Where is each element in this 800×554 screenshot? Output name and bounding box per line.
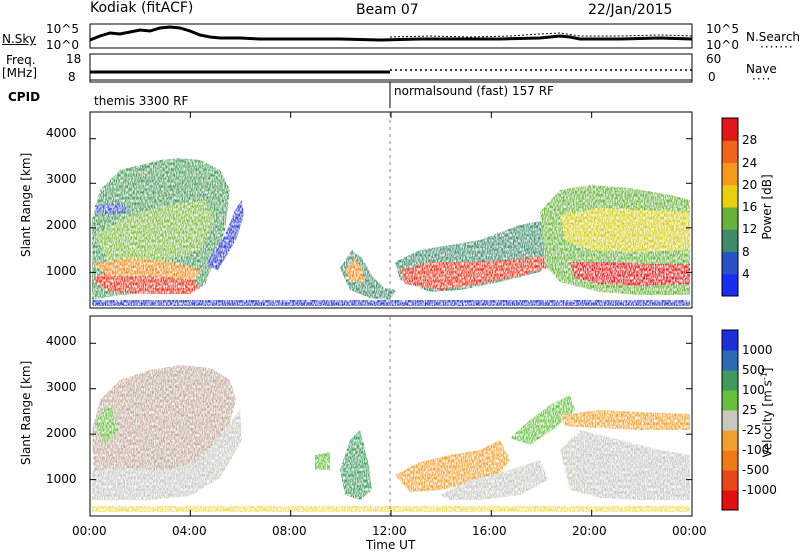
velocity-colorbar-swatch xyxy=(722,350,738,371)
station-title: Kodiak (fitACF) xyxy=(90,0,194,16)
noise-tick-right-bottom: 10^0 xyxy=(706,38,739,52)
noise-sky-trace xyxy=(89,25,693,42)
power-colorbar-swatch xyxy=(722,207,738,230)
freq-unit-label: [MHz] xyxy=(2,66,38,80)
freq-label: Freq. xyxy=(6,53,36,67)
power-colorbar-swatch xyxy=(722,251,738,275)
cpid-segment-1: themis 3300 RF xyxy=(94,94,189,108)
cpid-segment-2: normalsound (fast) 157 RF xyxy=(394,84,554,98)
velocity-colorbar-tick: 25 xyxy=(742,403,758,417)
power-colorbar-tick: 24 xyxy=(742,155,758,170)
velocity-colorbar-tick: -25 xyxy=(742,423,762,437)
freq-panel-frame xyxy=(89,53,693,83)
power-ytick-2000: 2000 xyxy=(46,218,77,232)
date-label: 22/Jan/2015 xyxy=(588,2,673,18)
power-colorbar-swatch xyxy=(722,184,738,208)
noise-panel-frame xyxy=(89,23,693,49)
xtick-2000: 20:00 xyxy=(572,524,607,538)
velocity-colorbar-tick: -1000 xyxy=(742,483,777,497)
power-colorbar-tick: 16 xyxy=(742,200,758,214)
velocity-ylabel: Slant Range [km] xyxy=(19,360,33,465)
velocity-colorbar-swatch xyxy=(722,450,738,471)
xtick-1600: 16:00 xyxy=(472,524,507,538)
velocity-colorbar-tick: -500 xyxy=(742,463,770,477)
velocity-colorbar-swatch xyxy=(722,490,738,511)
noise-tick-left-bottom: 10^0 xyxy=(46,38,79,52)
axis-ticks xyxy=(89,112,693,516)
power-colorbar-swatch xyxy=(722,273,738,297)
beam-label: Beam 07 xyxy=(356,2,419,18)
velocity-colorbar-swatch xyxy=(722,430,738,451)
velocity-ytick-4000: 4000 xyxy=(46,334,77,348)
power-ytick-4000: 4000 xyxy=(46,126,77,140)
xtick-0000: 00:00 xyxy=(72,524,107,538)
velocity-colorbar-swatch xyxy=(722,330,738,351)
nave-legend: ···· xyxy=(752,72,772,86)
power-colorbar-swatch xyxy=(722,162,738,186)
power-colorbar-tick: 12 xyxy=(742,222,758,237)
power-colorbar-frame xyxy=(721,117,739,297)
velocity-colorbar-tick: -100 xyxy=(742,443,770,457)
velocity-colorbar-tick: 1000 xyxy=(742,343,773,357)
xtick-0800: 08:00 xyxy=(272,524,307,538)
power-colorbar-tick: 28 xyxy=(742,133,758,148)
velocity-colorbar-swatch xyxy=(722,370,738,391)
noise-tick-right-top: 10^5 xyxy=(706,22,739,36)
power-speckle xyxy=(91,113,691,307)
xtick-1200: 12:00 xyxy=(372,524,407,538)
velocity-colorbar-frame xyxy=(721,329,739,511)
cpid-label: CPID xyxy=(8,90,41,104)
power-colorbar-tick: 8 xyxy=(742,244,750,259)
power-ytick-1000: 1000 xyxy=(46,264,77,278)
velocity-colorbar-tick: 500 xyxy=(742,363,765,377)
power-panel xyxy=(89,111,693,309)
xtick-0400: 04:00 xyxy=(172,524,207,538)
velocity-colorbar-swatch xyxy=(722,410,738,431)
nave-tick-bottom: 0 xyxy=(708,70,716,84)
velocity-panel xyxy=(89,315,693,517)
power-colorbar-swatch xyxy=(722,229,738,252)
xaxis-label: Time UT xyxy=(366,538,416,552)
velocity-colorbar-swatch xyxy=(722,470,738,491)
velocity-ytick-2000: 2000 xyxy=(46,426,77,440)
xtick-2400: 00:00 xyxy=(672,524,707,538)
noise-search-trace xyxy=(389,32,693,38)
power-ytick-3000: 3000 xyxy=(46,172,77,186)
freq-tick-bottom: 8 xyxy=(68,70,76,84)
nave-label: Nave xyxy=(746,62,777,76)
velocity-colorbar-swatch xyxy=(722,390,738,411)
nave-tick-top: 60 xyxy=(706,52,722,66)
noise-tick-left-top: 10^5 xyxy=(46,22,79,36)
velocity-ytick-3000: 3000 xyxy=(46,380,77,394)
noise-sky-label: N.Sky xyxy=(2,32,37,46)
noise-search-legend: ······· xyxy=(760,40,794,54)
velocity-ytick-1000: 1000 xyxy=(46,472,77,486)
velocity-colorbar-tick: 100 xyxy=(742,383,765,397)
velocity-speckle xyxy=(91,317,691,515)
freq-tick-top: 18 xyxy=(66,52,82,66)
power-ylabel: Slant Range [km] xyxy=(19,152,33,257)
colorbars xyxy=(721,117,739,511)
power-colorbar-tick: 20 xyxy=(742,177,758,192)
power-colorbar-swatch xyxy=(722,140,738,163)
power-colorbar-swatch xyxy=(722,118,738,141)
power-colorbar-tick: 4 xyxy=(742,266,750,281)
noise-search-label: N.Search xyxy=(746,30,800,44)
power-colorbar-label: Power [dB] xyxy=(760,174,774,240)
